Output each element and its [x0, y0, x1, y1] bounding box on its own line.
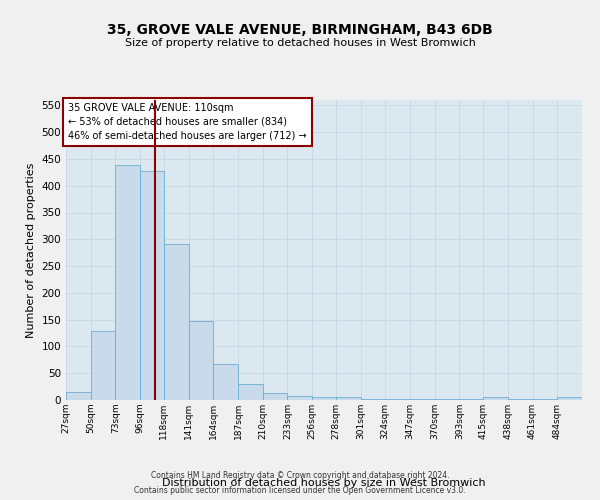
Bar — [483, 398, 508, 400]
Text: Contains HM Land Registry data © Crown copyright and database right 2024.: Contains HM Land Registry data © Crown c… — [151, 471, 449, 480]
Bar — [115, 166, 140, 400]
Bar — [287, 396, 312, 400]
Text: Contains public sector information licensed under the Open Government Licence v3: Contains public sector information licen… — [134, 486, 466, 495]
Bar — [91, 332, 115, 400]
Bar — [263, 393, 287, 400]
Y-axis label: Number of detached properties: Number of detached properties — [26, 162, 36, 338]
Bar — [557, 398, 582, 400]
Bar — [140, 171, 164, 400]
Bar — [188, 320, 213, 400]
Text: Size of property relative to detached houses in West Bromwich: Size of property relative to detached ho… — [125, 38, 475, 48]
Bar — [312, 398, 336, 400]
Text: 35, GROVE VALE AVENUE, BIRMINGHAM, B43 6DB: 35, GROVE VALE AVENUE, BIRMINGHAM, B43 6… — [107, 22, 493, 36]
Text: 35 GROVE VALE AVENUE: 110sqm
← 53% of detached houses are smaller (834)
46% of s: 35 GROVE VALE AVENUE: 110sqm ← 53% of de… — [68, 102, 307, 141]
Bar — [213, 364, 238, 400]
Bar — [164, 244, 188, 400]
Bar — [66, 392, 91, 400]
X-axis label: Distribution of detached houses by size in West Bromwich: Distribution of detached houses by size … — [162, 478, 486, 488]
Bar — [336, 398, 361, 400]
Bar — [238, 384, 263, 400]
